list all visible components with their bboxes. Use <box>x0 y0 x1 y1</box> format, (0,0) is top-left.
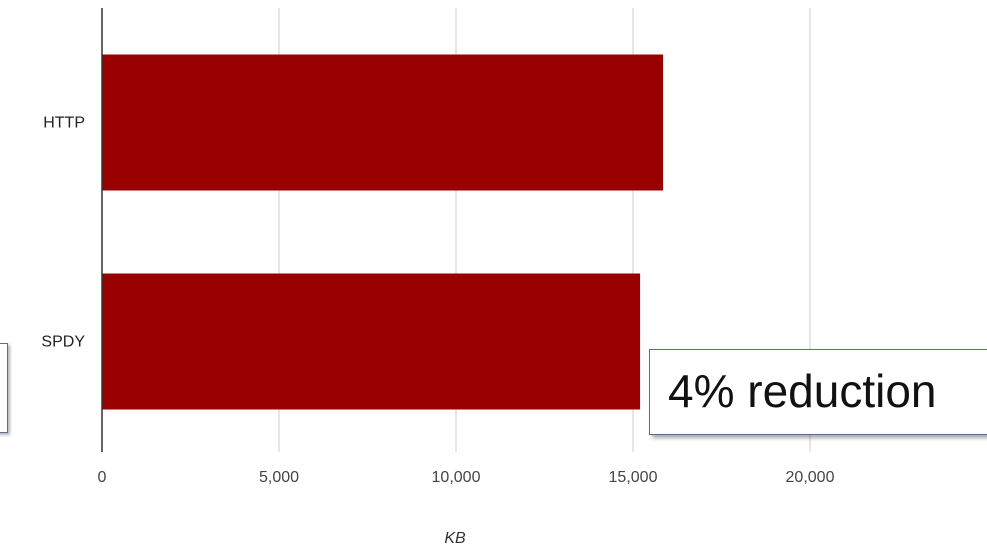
x-tick-label: 10,000 <box>432 469 481 486</box>
x-axis-title: KB <box>444 530 466 547</box>
bars <box>102 54 664 410</box>
x-tick-label: 15,000 <box>609 469 658 486</box>
annotation-text: 4% reduction <box>668 365 937 417</box>
x-tick-label: 20,000 <box>786 469 835 486</box>
x-tick-label: 5,000 <box>259 469 299 486</box>
callout-frame-left <box>0 343 8 433</box>
x-tick-labels: 0 5,000 10,000 15,000 20,000 <box>98 469 835 486</box>
bar-spdy <box>102 273 641 410</box>
category-label: SPDY <box>41 334 85 351</box>
bar-http <box>102 54 664 191</box>
x-tick-label: 0 <box>98 469 107 486</box>
category-labels: HTTP SPDY <box>41 115 85 351</box>
annotation-callout: 4% reduction <box>649 349 987 435</box>
category-label: HTTP <box>43 115 85 132</box>
